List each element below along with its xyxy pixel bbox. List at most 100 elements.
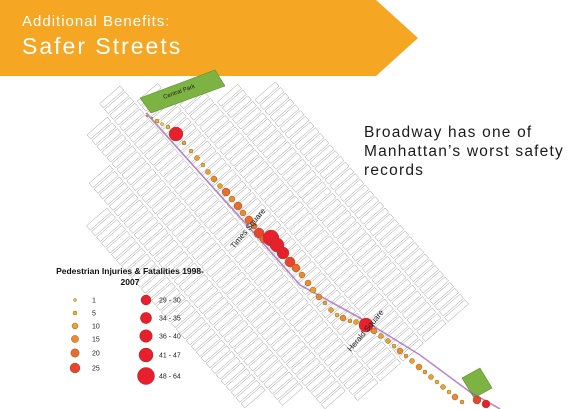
injury-marker [334, 312, 340, 318]
city-block [269, 189, 294, 213]
city-block [334, 173, 360, 196]
injury-marker [322, 300, 328, 306]
city-block [253, 354, 279, 378]
legend-label: 25 [92, 366, 100, 373]
city-block [298, 315, 324, 338]
legend-symbol [72, 310, 78, 316]
banner-arrow-shape [0, 0, 418, 76]
city-block [301, 181, 327, 205]
city-block [328, 349, 354, 373]
city-block [288, 303, 314, 327]
city-block [201, 248, 227, 272]
city-block [146, 185, 172, 209]
city-block [191, 237, 217, 260]
city-block [258, 360, 284, 383]
city-block [286, 164, 312, 187]
city-block [149, 143, 174, 166]
city-block [321, 295, 347, 319]
city-block [124, 114, 149, 137]
city-block [294, 218, 319, 242]
city-block [364, 207, 390, 231]
city-block [299, 224, 324, 247]
city-block [269, 98, 295, 122]
city-block [93, 170, 119, 194]
city-block [194, 194, 219, 218]
city-block [366, 256, 392, 279]
city-block [343, 366, 369, 390]
city-block [96, 128, 122, 151]
city-block [213, 217, 239, 241]
city-block [273, 286, 299, 310]
injury-marker [428, 374, 434, 380]
city-block [227, 95, 252, 119]
city-block [323, 343, 349, 367]
city-block [291, 351, 316, 375]
city-block [308, 326, 334, 350]
street-grid [86, 80, 469, 409]
city-block [114, 102, 139, 126]
city-block [139, 131, 164, 155]
city-block [243, 251, 269, 275]
city-block [196, 242, 222, 266]
city-block [305, 369, 331, 392]
city-block [109, 97, 134, 120]
city-block [237, 106, 262, 130]
city-block [351, 238, 377, 262]
city-block [316, 198, 342, 222]
city-block [353, 287, 379, 310]
city-block [338, 360, 364, 384]
city-block [296, 175, 322, 199]
legend-symbol [138, 347, 154, 363]
legend-symbol [70, 348, 80, 358]
city-block [424, 276, 449, 300]
city-block [264, 92, 290, 116]
legend-label: 29 - 30 [159, 298, 181, 305]
city-block [86, 116, 112, 140]
injury-marker [194, 155, 200, 161]
city-block [396, 290, 422, 314]
city-block [235, 379, 261, 403]
city-block [439, 293, 464, 317]
city-block [217, 83, 242, 107]
city-block [183, 274, 209, 297]
city-block [210, 351, 236, 374]
central-park [139, 69, 226, 114]
city-block [258, 269, 284, 292]
city-block [101, 134, 127, 157]
city-block [313, 332, 339, 355]
city-block [198, 291, 224, 314]
city-block [119, 108, 144, 132]
injury-marker [459, 399, 465, 405]
injury-marker [358, 317, 374, 333]
city-block [86, 207, 111, 231]
city-block [256, 311, 281, 335]
injury-marker [221, 187, 231, 197]
city-block [268, 371, 294, 395]
city-block [204, 115, 230, 138]
city-block [163, 251, 189, 274]
city-block [251, 306, 276, 329]
city-block [276, 334, 301, 358]
injury-marker [276, 246, 290, 260]
city-block [199, 109, 225, 133]
injury-marker [217, 183, 223, 189]
city-block [259, 178, 284, 201]
city-block [248, 257, 274, 281]
city-block [123, 205, 149, 228]
injury-marker [188, 148, 194, 154]
city-block [271, 329, 296, 352]
city-block [228, 325, 254, 349]
legend-label: 48 - 64 [159, 374, 181, 381]
city-block [304, 229, 329, 253]
city-block [294, 127, 320, 151]
city-block [148, 233, 174, 257]
city-block [160, 293, 186, 317]
injury-marker [168, 126, 184, 142]
city-block [171, 214, 197, 237]
city-block [209, 120, 235, 144]
city-block [344, 184, 370, 208]
city-block [233, 331, 259, 355]
city-block [384, 230, 410, 254]
city-block [310, 374, 336, 398]
city-block [326, 210, 352, 233]
